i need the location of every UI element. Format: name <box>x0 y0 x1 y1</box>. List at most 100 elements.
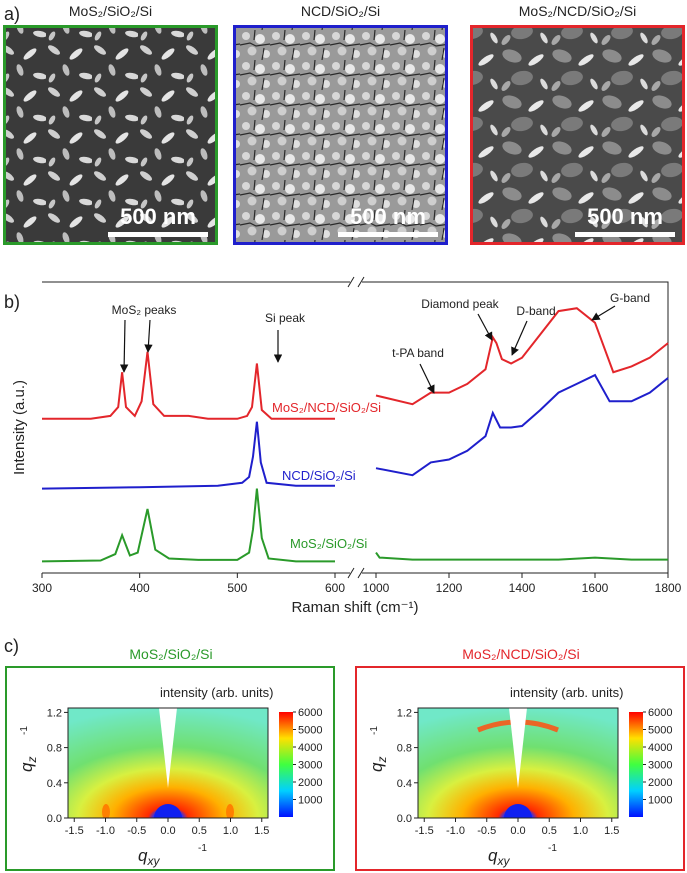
image-title: NCD/SiO₂/Si <box>301 3 380 19</box>
image-title: MoS₂/NCD/SiO₂/Si <box>519 3 636 19</box>
map-title: MoS₂/NCD/SiO₂/Si <box>462 646 579 662</box>
x-tick-label: 600 <box>325 581 345 595</box>
x-tick-label: -1.0 <box>446 825 465 837</box>
label-main: q <box>17 762 36 772</box>
label-sub: xy <box>496 854 510 868</box>
y-tick-label: 1.2 <box>47 707 62 719</box>
annotation: D-band <box>516 304 555 318</box>
colorbar-tick-label: 6000 <box>648 707 672 719</box>
map-image <box>68 708 268 818</box>
x-tick-label: 0.5 <box>542 825 557 837</box>
colorbar-tick-label: 6000 <box>298 707 322 719</box>
scale-bar-label: 500 nm <box>120 204 196 229</box>
x-axis-unit: -1 <box>548 843 557 854</box>
panel-label: c) <box>4 636 19 656</box>
label-main: q <box>138 846 148 865</box>
label-sub: xy <box>146 854 160 868</box>
label-sub: z <box>375 757 389 764</box>
map-frame <box>355 666 685 871</box>
map-spot <box>102 804 110 818</box>
x-axis-label: Raman shift (cm⁻¹) <box>291 599 418 616</box>
x-tick-label: -1.5 <box>65 825 84 837</box>
colorbar-tick-label: 1000 <box>298 795 322 807</box>
annotation-arrow <box>511 320 528 356</box>
scale-bar <box>108 232 208 237</box>
image-title: MoS₂/SiO₂/Si <box>69 3 152 19</box>
y-tick-label: 0.0 <box>47 813 62 825</box>
map-spot <box>226 804 234 818</box>
y-axis-unit: -1 <box>19 726 30 735</box>
annotation-arrow <box>419 363 435 394</box>
y-axis-label: qz <box>17 757 39 772</box>
annotation: Diamond peak <box>421 297 499 311</box>
x-tick-label: 400 <box>130 581 150 595</box>
scale-bar-label: 500 nm <box>350 204 426 229</box>
spectrum-line <box>375 373 669 477</box>
map-wedge <box>509 708 527 788</box>
axis-break <box>347 276 365 288</box>
x-tick-label: 1.5 <box>604 825 619 837</box>
y-tick-label: 0.0 <box>397 813 412 825</box>
map-wedge <box>159 708 177 788</box>
y-axis-label: Intensity (a.u.) <box>11 380 28 475</box>
spectrum-line <box>42 351 335 420</box>
sem-image <box>234 26 447 244</box>
x-tick-label: 1200 <box>436 581 463 595</box>
y-tick-label: 0.4 <box>47 778 62 790</box>
x-tick-label: -0.5 <box>127 825 146 837</box>
y-tick-label: 1.2 <box>397 707 412 719</box>
x-tick-label: 0.5 <box>192 825 207 837</box>
x-tick-label: 1.5 <box>254 825 269 837</box>
x-tick-label: -1.5 <box>415 825 434 837</box>
x-tick-label: -0.5 <box>477 825 496 837</box>
annotation-arrow <box>477 313 493 341</box>
colorbar-tick-label: 4000 <box>298 742 322 754</box>
colorbar-tick-label: 2000 <box>298 777 322 789</box>
y-tick-label: 0.8 <box>47 743 62 755</box>
colorbar-label: intensity (arb. units) <box>160 685 273 700</box>
image-frame <box>3 25 218 245</box>
panel-label: b) <box>4 292 20 312</box>
annotation: MoS₂ peaks <box>112 303 177 317</box>
annotation-arrow <box>119 319 129 373</box>
map-image <box>418 708 618 818</box>
annotation-arrow <box>144 319 153 353</box>
annotation: t-PA band <box>392 346 444 360</box>
map-frame <box>5 666 335 871</box>
colorbar-tick-label: 5000 <box>298 725 322 737</box>
image-frame <box>233 25 448 245</box>
x-tick-label: 1600 <box>582 581 609 595</box>
x-tick-label: 1000 <box>363 581 390 595</box>
scale-bar-label: 500 nm <box>587 204 663 229</box>
x-tick-label: 1400 <box>509 581 536 595</box>
series-label: MoS₂/SiO₂/Si <box>290 536 367 551</box>
label-main: q <box>367 762 386 772</box>
y-axis-unit: -1 <box>369 726 380 735</box>
x-tick-label: 1800 <box>655 581 682 595</box>
colorbar-tick-label: 3000 <box>648 760 672 772</box>
y-tick-label: 0.4 <box>397 778 412 790</box>
axis-frame <box>42 281 669 574</box>
spectrum-line <box>41 421 335 490</box>
y-axis-label: qz <box>367 757 389 772</box>
map-center <box>154 804 182 818</box>
annotation: Si peak <box>265 311 306 325</box>
x-tick-label: 1.0 <box>573 825 588 837</box>
axis-break <box>347 567 365 579</box>
x-tick-label: -1.0 <box>96 825 115 837</box>
label-sub: z <box>25 757 39 764</box>
label-main: q <box>488 846 498 865</box>
x-tick-label: 1.0 <box>223 825 238 837</box>
colorbar-tick-label: 2000 <box>648 777 672 789</box>
x-tick-label: 300 <box>32 581 52 595</box>
colorbar-tick-label: 3000 <box>298 760 322 772</box>
map-center <box>504 804 532 818</box>
colorbar-tick-label: 1000 <box>648 795 672 807</box>
x-tick-label: 0.0 <box>160 825 175 837</box>
spectrum-line <box>375 307 669 406</box>
x-tick-label: 0.0 <box>510 825 525 837</box>
colorbar <box>279 712 293 817</box>
series-label: MoS₂/NCD/SiO₂/Si <box>272 400 381 415</box>
colorbar-tick-label: 4000 <box>648 742 672 754</box>
